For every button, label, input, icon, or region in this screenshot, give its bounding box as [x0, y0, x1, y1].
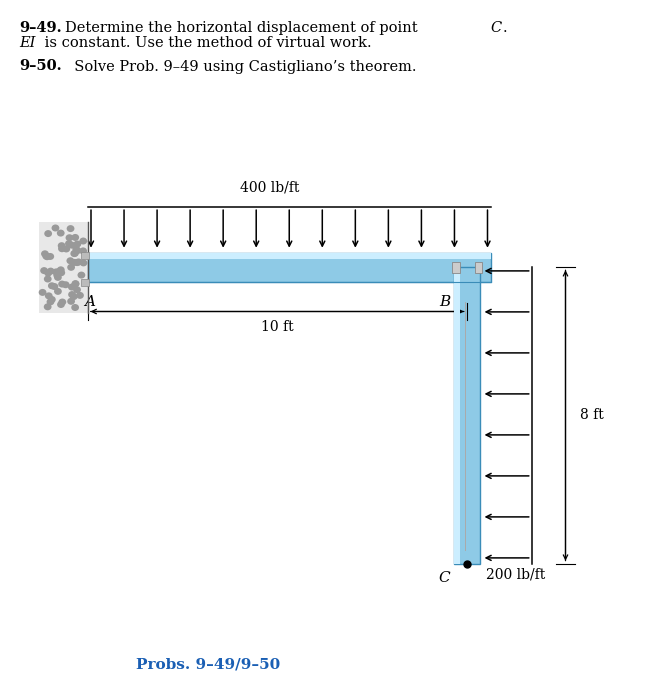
Ellipse shape	[73, 286, 81, 293]
Text: A: A	[84, 295, 96, 309]
Text: C: C	[491, 21, 502, 35]
Ellipse shape	[76, 292, 84, 299]
Ellipse shape	[44, 303, 51, 310]
Ellipse shape	[47, 267, 55, 274]
Ellipse shape	[70, 293, 77, 300]
Ellipse shape	[58, 298, 66, 305]
Ellipse shape	[57, 266, 65, 273]
Text: 8 ft: 8 ft	[580, 409, 604, 423]
Ellipse shape	[73, 247, 81, 254]
Ellipse shape	[47, 298, 55, 305]
Ellipse shape	[79, 237, 87, 244]
Bar	[454, 267, 480, 564]
Ellipse shape	[54, 274, 62, 281]
Ellipse shape	[72, 234, 79, 241]
Text: 400 lb/ft: 400 lb/ft	[240, 181, 300, 195]
Ellipse shape	[46, 253, 54, 260]
Bar	[474, 262, 482, 273]
Ellipse shape	[72, 246, 80, 253]
Ellipse shape	[70, 259, 78, 266]
Ellipse shape	[57, 230, 64, 237]
Ellipse shape	[72, 281, 79, 288]
Ellipse shape	[79, 260, 87, 267]
Ellipse shape	[67, 225, 75, 232]
Ellipse shape	[44, 270, 52, 276]
Ellipse shape	[77, 272, 85, 279]
Ellipse shape	[73, 259, 81, 266]
Text: Determine the horizontal displacement of point: Determine the horizontal displacement of…	[65, 21, 423, 35]
Ellipse shape	[68, 291, 76, 298]
Ellipse shape	[40, 267, 48, 274]
Ellipse shape	[58, 242, 66, 249]
Ellipse shape	[52, 268, 60, 275]
Ellipse shape	[66, 257, 74, 264]
Bar	[39, 222, 88, 313]
Text: 200 lb/ft: 200 lb/ft	[486, 567, 545, 581]
Ellipse shape	[51, 283, 58, 290]
Ellipse shape	[67, 264, 75, 271]
Text: is constant. Use the method of virtual work.: is constant. Use the method of virtual w…	[40, 36, 372, 50]
Ellipse shape	[48, 282, 56, 289]
Ellipse shape	[44, 230, 52, 237]
Text: .: .	[502, 21, 507, 35]
Ellipse shape	[65, 240, 73, 247]
Ellipse shape	[72, 280, 79, 287]
Ellipse shape	[58, 245, 66, 252]
Ellipse shape	[42, 253, 50, 260]
Bar	[81, 252, 89, 259]
Text: 9–49.: 9–49.	[20, 21, 62, 35]
Ellipse shape	[73, 241, 81, 248]
Text: Solve Prob. 9–49 using Castigliano’s theorem.: Solve Prob. 9–49 using Castigliano’s the…	[65, 60, 417, 74]
Ellipse shape	[43, 253, 51, 260]
Ellipse shape	[44, 276, 51, 283]
Text: 9–50.: 9–50.	[20, 60, 62, 74]
Ellipse shape	[62, 281, 70, 288]
Ellipse shape	[57, 270, 65, 276]
Ellipse shape	[62, 246, 70, 253]
Ellipse shape	[71, 250, 79, 257]
Ellipse shape	[68, 284, 76, 290]
Ellipse shape	[45, 293, 53, 300]
Ellipse shape	[57, 301, 65, 308]
Ellipse shape	[55, 268, 62, 275]
Bar	[88, 253, 491, 282]
Ellipse shape	[79, 247, 87, 254]
Ellipse shape	[51, 225, 59, 232]
Ellipse shape	[75, 258, 83, 265]
Bar	[452, 262, 460, 273]
Text: Probs. 9–49/9–50: Probs. 9–49/9–50	[136, 658, 280, 672]
Ellipse shape	[53, 272, 61, 279]
Ellipse shape	[54, 288, 62, 295]
Bar	[88, 253, 491, 259]
Ellipse shape	[38, 289, 46, 296]
Ellipse shape	[68, 241, 75, 248]
Ellipse shape	[70, 250, 78, 257]
Bar	[454, 267, 460, 564]
Ellipse shape	[58, 281, 66, 288]
Text: 10 ft: 10 ft	[261, 320, 294, 334]
Ellipse shape	[72, 304, 79, 311]
Ellipse shape	[41, 251, 49, 258]
Ellipse shape	[48, 296, 56, 303]
Ellipse shape	[66, 234, 73, 241]
Ellipse shape	[67, 298, 75, 304]
Text: C: C	[439, 570, 450, 584]
Text: B: B	[439, 295, 450, 309]
Text: EI: EI	[20, 36, 36, 50]
Bar	[81, 279, 89, 286]
